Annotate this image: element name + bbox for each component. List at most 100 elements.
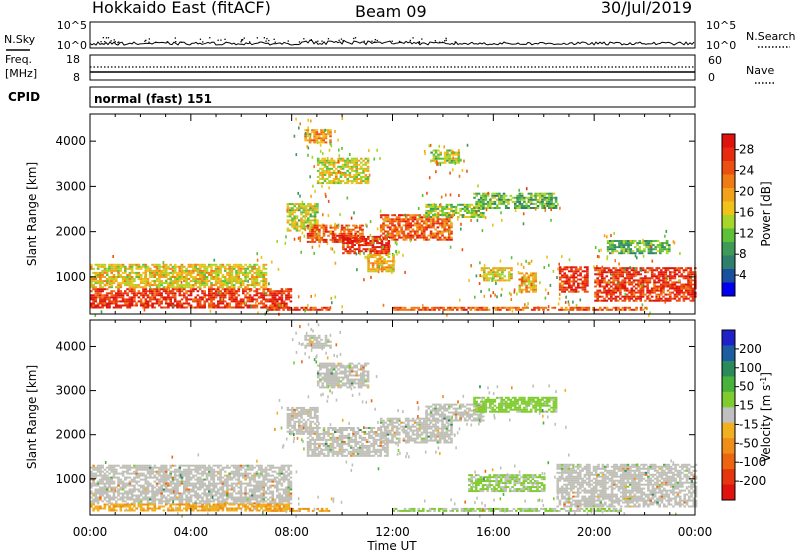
echo-cell <box>309 209 312 212</box>
echo-cell <box>130 298 134 301</box>
echo-cell <box>457 159 461 162</box>
echo-cell <box>392 258 395 261</box>
echo-cell <box>128 274 132 276</box>
echo-cell <box>657 271 661 274</box>
echo-cell <box>393 220 397 223</box>
echo-cell <box>565 276 569 279</box>
echo-cell <box>133 466 136 469</box>
echo-cell <box>108 286 111 289</box>
echo-cell <box>133 294 136 297</box>
echo-cell <box>655 281 658 284</box>
y-tick-label: 3000 <box>55 179 86 193</box>
echo-cell <box>124 492 127 495</box>
echo-speckle <box>606 255 609 259</box>
echo-speckle <box>470 219 472 222</box>
echo-cell <box>192 269 195 272</box>
echo-cell <box>300 219 303 222</box>
echo-cell <box>427 234 431 237</box>
echo-cell <box>169 300 172 303</box>
echo-cell <box>198 267 202 270</box>
echo-speckle <box>454 161 457 165</box>
echo-cell <box>90 482 93 485</box>
echo-speckle <box>341 116 344 120</box>
echo-cell <box>101 298 104 301</box>
echo-cell <box>153 276 157 278</box>
echo-cell <box>285 302 288 305</box>
echo-cell <box>603 285 606 288</box>
echo-speckle <box>285 235 287 239</box>
echo-cell <box>230 280 234 283</box>
echo-cell <box>219 294 222 297</box>
echo-speckle <box>363 278 365 282</box>
echo-cell <box>164 288 168 291</box>
echo-cell <box>117 286 120 289</box>
echo-speckle <box>634 254 637 258</box>
echo-cell <box>262 271 265 274</box>
echo-cell <box>108 269 111 272</box>
echo-cell <box>366 176 370 178</box>
echo-cell <box>373 246 377 249</box>
echo-cell <box>264 294 268 297</box>
echo-cell <box>480 207 483 209</box>
echo-cell <box>612 273 615 276</box>
echo-cell <box>393 234 397 237</box>
echo-cell <box>385 268 388 271</box>
echo-cell <box>558 268 562 271</box>
echo-cell <box>484 192 488 195</box>
echo-cell <box>484 207 488 209</box>
echo-cell <box>616 299 620 302</box>
echo-cell <box>226 267 229 270</box>
echo-cell <box>167 278 170 280</box>
echo-cell <box>105 478 109 481</box>
echo-cell <box>639 277 643 280</box>
echo-cell <box>387 250 391 253</box>
echo-cell <box>516 200 519 203</box>
echo-speckle <box>310 194 312 198</box>
echo-cell <box>315 129 319 132</box>
echo-cell <box>432 234 435 237</box>
echo-cell <box>187 274 191 276</box>
echo-cell <box>413 222 417 225</box>
echo-speckle <box>363 242 365 246</box>
echo-cell <box>423 222 426 225</box>
echo-cell <box>438 218 442 221</box>
echo-cell <box>409 236 412 239</box>
echo-cell <box>322 230 326 233</box>
echo-speckle <box>346 196 349 200</box>
echo-cell <box>586 268 589 271</box>
echo-speckle <box>649 245 652 248</box>
echo-cell <box>615 246 619 249</box>
echo-cell <box>568 276 571 279</box>
echo-cell <box>119 274 123 276</box>
echo-cell <box>99 492 102 495</box>
echo-cell <box>228 296 231 299</box>
echo-cell <box>287 298 290 301</box>
echo-cell <box>117 488 120 491</box>
nsky-point <box>105 37 108 39</box>
echo-cell <box>644 306 647 309</box>
echo-cell <box>605 285 609 288</box>
echo-cell <box>429 236 433 239</box>
echo-cell <box>594 299 597 302</box>
echo-speckle <box>463 159 465 163</box>
echo-cell <box>489 198 492 201</box>
echo-cell <box>110 468 113 471</box>
echo-cell <box>508 306 511 309</box>
echo-cell <box>187 269 191 272</box>
echo-cell <box>146 486 150 489</box>
echo-cell <box>635 291 638 294</box>
echo-cell <box>135 286 138 289</box>
echo-cell <box>475 200 478 203</box>
echo-cell <box>324 129 328 132</box>
echo-cell <box>382 226 385 229</box>
echo-cell <box>574 280 578 283</box>
echo-cell <box>384 220 387 223</box>
echo-cell <box>101 488 104 491</box>
echo-speckle <box>438 144 441 148</box>
echo-cell <box>273 298 277 301</box>
echo-speckle <box>281 304 284 307</box>
echo-speckle <box>167 288 170 292</box>
echo-cell <box>487 267 491 270</box>
nsky-point <box>374 41 376 43</box>
echo-cell <box>353 163 356 166</box>
